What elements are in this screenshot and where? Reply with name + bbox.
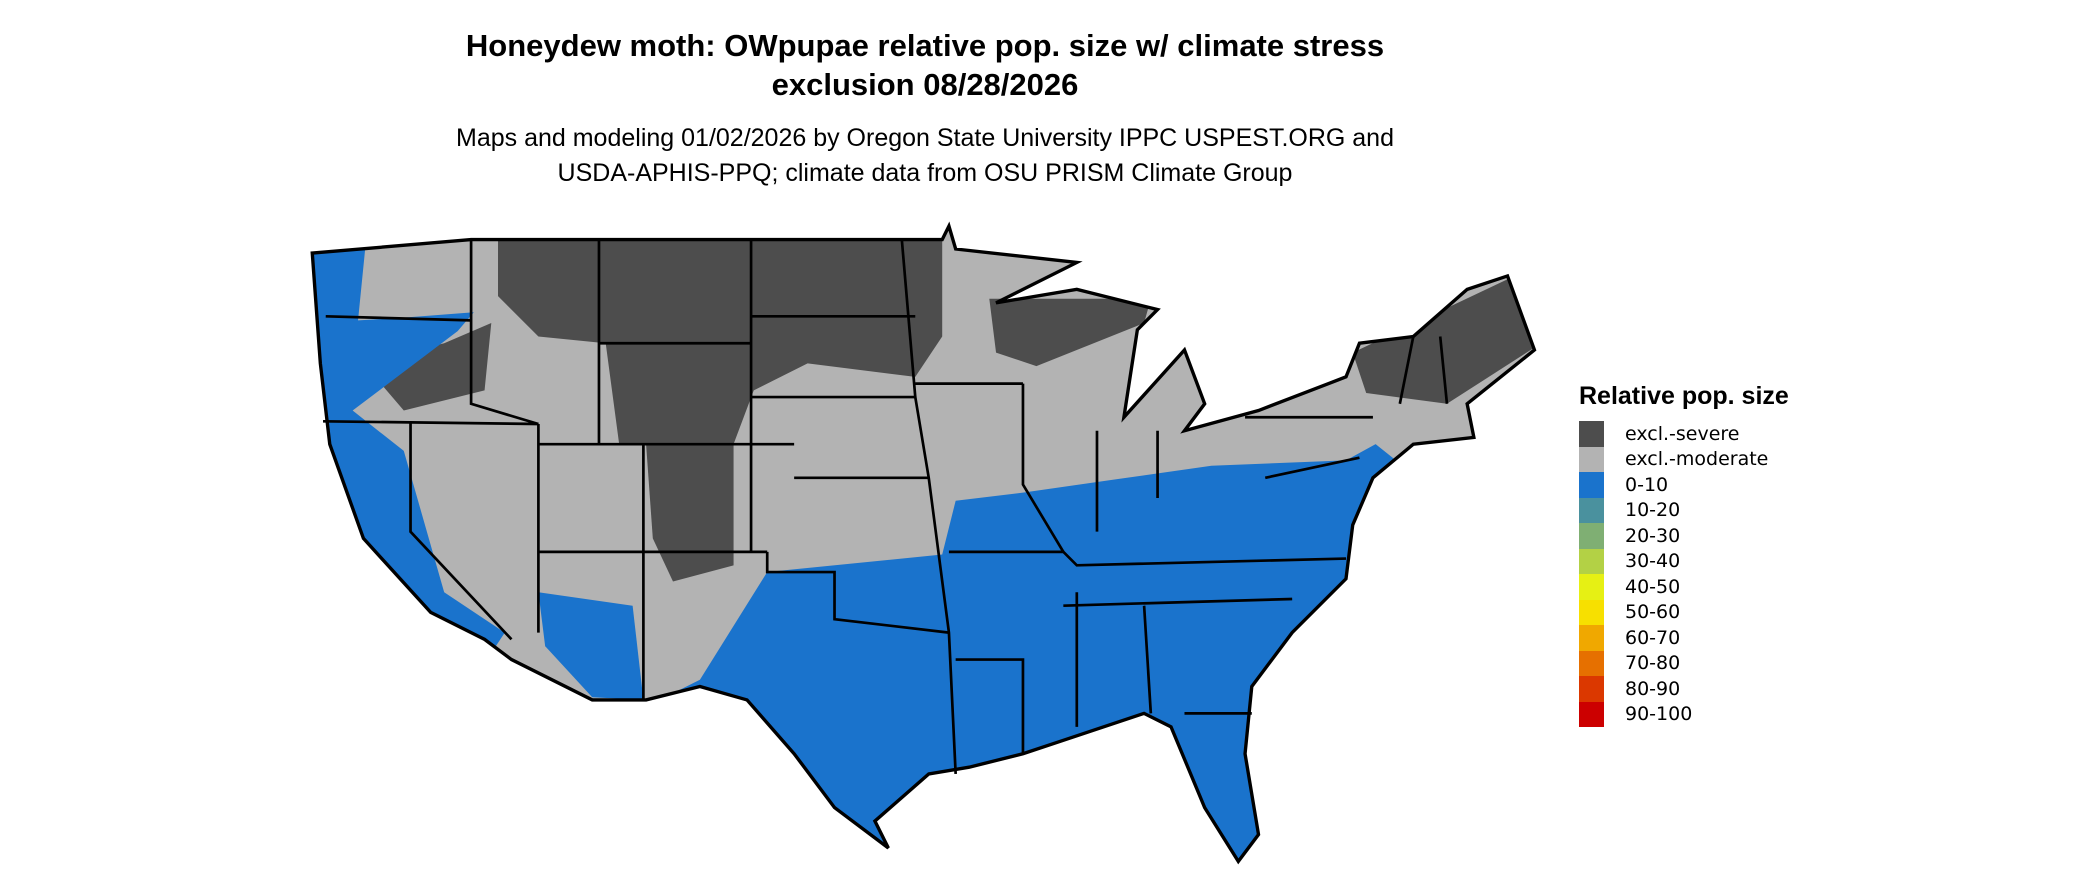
legend-item: 20-30	[1579, 523, 1789, 549]
legend-item: excl.-moderate	[1579, 446, 1789, 472]
map-subtitle-line2: USDA-APHIS-PPQ; climate data from OSU PR…	[557, 159, 1293, 187]
legend-label: 90-100	[1625, 703, 1693, 726]
legend-title: Relative pop. size	[1579, 382, 1789, 410]
legend-swatch	[1579, 676, 1604, 702]
legend-label: 70-80	[1625, 652, 1681, 675]
legend-label: 10-20	[1625, 499, 1681, 522]
legend-swatch	[1579, 523, 1604, 549]
legend-item: 60-70	[1579, 625, 1789, 651]
legend-label: excl.-severe	[1625, 422, 1740, 445]
legend-item: excl.-severe	[1579, 421, 1789, 447]
legend-label: 80-90	[1625, 677, 1681, 700]
legend-item: 0-10	[1579, 472, 1789, 498]
legend-item: 90-100	[1579, 701, 1789, 727]
legend-label: 20-30	[1625, 524, 1681, 547]
legend-item: 70-80	[1579, 650, 1789, 676]
region-0-10-arizona	[538, 592, 644, 700]
legend-swatch	[1579, 497, 1604, 523]
legend-swatch	[1579, 421, 1604, 447]
legend-swatch	[1579, 446, 1604, 472]
legend-label: excl.-moderate	[1625, 448, 1769, 471]
map-title-line2: exclusion 08/28/2026	[771, 67, 1079, 102]
region-excl-severe-colorado	[646, 444, 734, 582]
legend-swatch	[1579, 625, 1604, 651]
map-title-line1: Honeydew moth: OWpupae relative pop. siz…	[465, 28, 1385, 63]
legend-label: 60-70	[1625, 626, 1681, 649]
legend-item: 80-90	[1579, 676, 1789, 702]
legend-swatch	[1579, 574, 1604, 600]
legend-label: 30-40	[1625, 550, 1681, 573]
region-excl-severe-north	[498, 228, 943, 445]
legend-item: 50-60	[1579, 599, 1789, 625]
state-borders	[323, 239, 1449, 775]
legend-label: 40-50	[1625, 575, 1681, 598]
map-subtitle-line1: Maps and modeling 01/02/2026 by Oregon S…	[456, 124, 1394, 152]
legend-swatch	[1579, 701, 1604, 727]
legend-item: 40-50	[1579, 574, 1789, 600]
legend-swatch	[1579, 472, 1604, 498]
legend-label: 50-60	[1625, 601, 1681, 624]
region-excl-severe-great-lakes	[989, 298, 1151, 367]
legend-swatch	[1579, 548, 1604, 574]
region-excl-severe-northwest	[363, 323, 492, 411]
legend-item: 30-40	[1579, 548, 1789, 574]
legend: Relative pop. size excl.-severe excl.-mod…	[1579, 382, 1789, 727]
legend-label: 0-10	[1625, 473, 1669, 496]
legend-item: 10-20	[1579, 497, 1789, 523]
legend-swatch	[1579, 599, 1604, 625]
region-excl-severe-northeast	[1352, 266, 1535, 404]
legend-swatch	[1579, 650, 1604, 676]
